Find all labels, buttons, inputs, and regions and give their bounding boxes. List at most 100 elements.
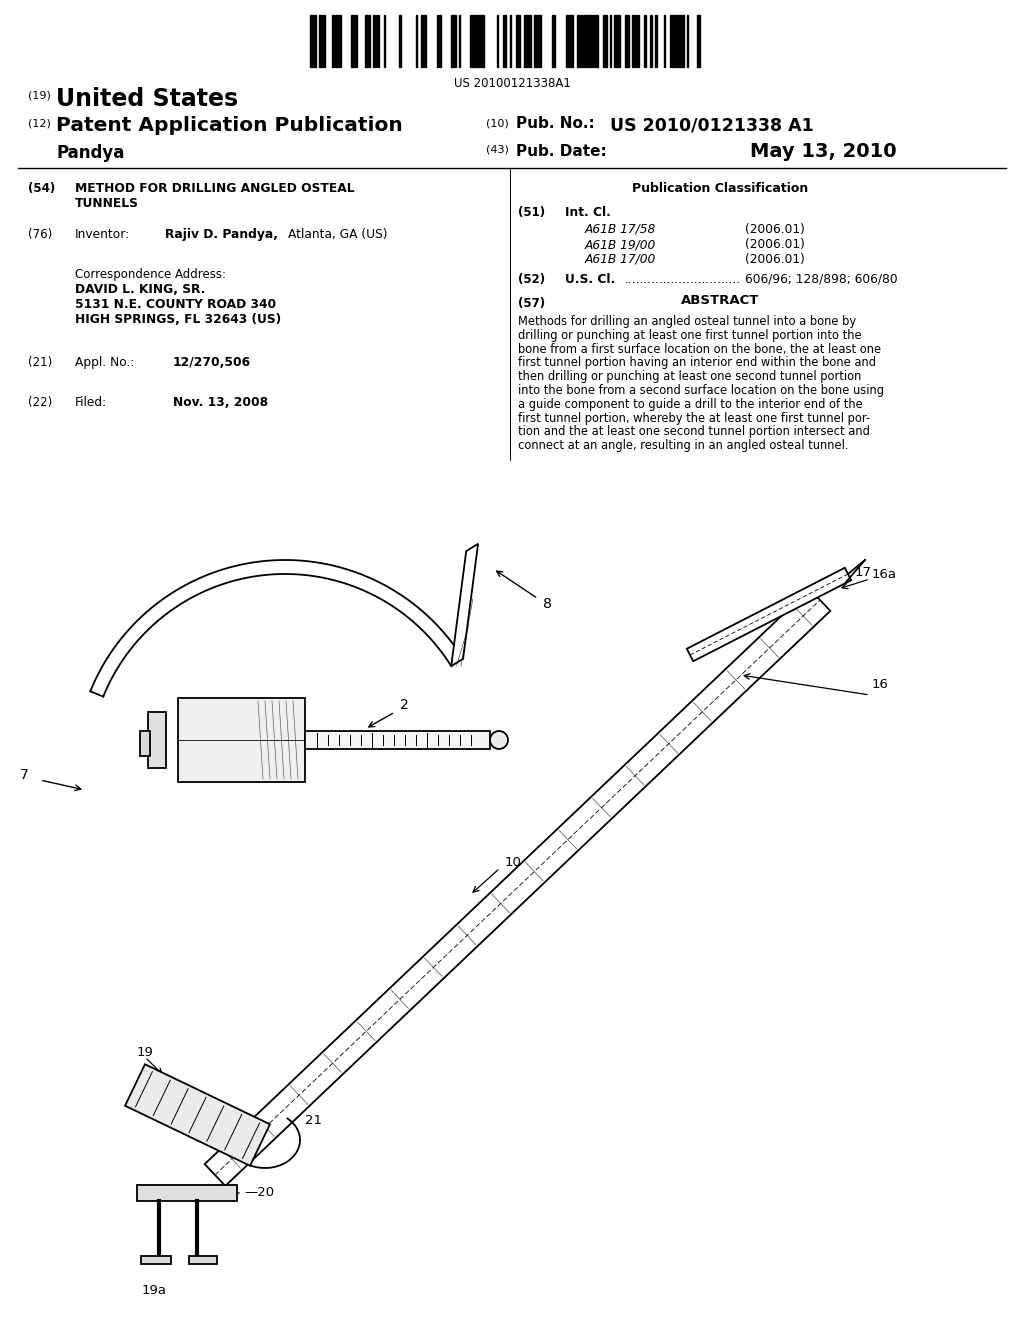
Bar — [421, 15, 423, 67]
Bar — [335, 15, 339, 67]
Text: —20: —20 — [244, 1187, 274, 1200]
Text: Publication Classification: Publication Classification — [632, 182, 808, 195]
Text: Nov. 13, 2008: Nov. 13, 2008 — [173, 396, 268, 409]
Bar — [586, 15, 590, 67]
Text: 5131 N.E. COUNTY ROAD 340: 5131 N.E. COUNTY ROAD 340 — [75, 298, 276, 312]
Text: then drilling or punching at least one second tunnel portion: then drilling or punching at least one s… — [518, 370, 861, 383]
Polygon shape — [452, 544, 478, 667]
Bar — [314, 15, 316, 67]
Bar — [595, 15, 598, 67]
Bar — [305, 731, 490, 748]
Text: Rajiv D. Pandya,: Rajiv D. Pandya, — [165, 228, 278, 242]
Text: 17: 17 — [855, 565, 872, 578]
Bar — [399, 15, 401, 67]
Text: 10: 10 — [505, 855, 522, 869]
Text: (19): (19) — [28, 90, 51, 100]
Bar — [625, 15, 629, 67]
Bar — [137, 1185, 237, 1201]
Text: A61B 19/00: A61B 19/00 — [585, 238, 656, 251]
Bar — [351, 15, 355, 67]
Text: (51): (51) — [518, 206, 545, 219]
Text: (12): (12) — [28, 119, 51, 129]
Bar — [189, 1257, 217, 1265]
Text: 8: 8 — [543, 597, 552, 611]
Bar — [583, 15, 585, 67]
Text: A61B 17/00: A61B 17/00 — [585, 253, 656, 267]
Text: bone from a first surface location on the bone, the at least one: bone from a first surface location on th… — [518, 343, 881, 355]
Text: 2: 2 — [400, 698, 409, 711]
Bar — [319, 15, 321, 67]
Text: (52): (52) — [518, 273, 545, 286]
Text: (57): (57) — [518, 297, 545, 310]
Text: (2006.01): (2006.01) — [745, 238, 805, 251]
Text: (22): (22) — [28, 396, 52, 409]
Text: Int. Cl.: Int. Cl. — [565, 206, 611, 219]
Text: Pub. Date:: Pub. Date: — [516, 144, 607, 158]
Text: Inventor:: Inventor: — [75, 228, 130, 242]
Text: (76): (76) — [28, 228, 52, 242]
Text: Pandya: Pandya — [56, 144, 124, 162]
Text: into the bone from a second surface location on the bone using: into the bone from a second surface loca… — [518, 384, 884, 397]
Text: (10): (10) — [486, 119, 509, 129]
Text: 21: 21 — [305, 1114, 322, 1126]
Bar — [148, 711, 166, 768]
Text: U.S. Cl.: U.S. Cl. — [565, 273, 615, 286]
Text: Filed:: Filed: — [75, 396, 108, 409]
Text: ABSTRACT: ABSTRACT — [681, 294, 759, 308]
Text: May 13, 2010: May 13, 2010 — [750, 143, 897, 161]
Text: METHOD FOR DRILLING ANGLED OSTEAL: METHOD FOR DRILLING ANGLED OSTEAL — [75, 182, 354, 195]
Text: Pub. No.:: Pub. No.: — [516, 116, 595, 131]
Bar — [310, 15, 313, 67]
Text: Appl. No.:: Appl. No.: — [75, 356, 134, 370]
Text: 16a: 16a — [872, 568, 897, 581]
Bar — [141, 1257, 171, 1265]
Text: (2006.01): (2006.01) — [745, 223, 805, 236]
Text: first tunnel portion having an interior end within the bone and: first tunnel portion having an interior … — [518, 356, 876, 370]
Polygon shape — [205, 589, 830, 1185]
Bar — [373, 15, 375, 67]
Bar — [516, 15, 520, 67]
Bar — [605, 15, 607, 67]
Bar — [681, 15, 684, 67]
Text: 606/96; 128/898; 606/80: 606/96; 128/898; 606/80 — [745, 273, 898, 286]
Text: TUNNELS: TUNNELS — [75, 197, 139, 210]
Text: HIGH SPRINGS, FL 32643 (US): HIGH SPRINGS, FL 32643 (US) — [75, 313, 282, 326]
Text: ..............................: .............................. — [625, 273, 741, 286]
Bar — [481, 15, 484, 67]
Bar — [439, 15, 441, 67]
Bar — [632, 15, 635, 67]
Polygon shape — [125, 1064, 270, 1166]
Text: Methods for drilling an angled osteal tunnel into a bone by: Methods for drilling an angled osteal tu… — [518, 315, 856, 327]
Text: tion and the at least one second tunnel portion intersect and: tion and the at least one second tunnel … — [518, 425, 869, 438]
Text: Correspondence Address:: Correspondence Address: — [75, 268, 226, 281]
Text: US 20100121338A1: US 20100121338A1 — [454, 77, 570, 90]
Polygon shape — [687, 568, 851, 661]
Text: connect at an angle, resulting in an angled osteal tunnel.: connect at an angle, resulting in an ang… — [518, 440, 849, 453]
Text: US 2010/0121338 A1: US 2010/0121338 A1 — [610, 116, 814, 135]
Bar — [503, 15, 506, 67]
Bar — [332, 15, 334, 67]
Bar — [538, 15, 541, 67]
Text: Atlanta, GA (US): Atlanta, GA (US) — [288, 228, 387, 242]
Text: first tunnel portion, whereby the at least one first tunnel por-: first tunnel portion, whereby the at lea… — [518, 412, 870, 425]
Text: (21): (21) — [28, 356, 52, 370]
Bar — [178, 698, 305, 781]
Bar — [569, 15, 573, 67]
Bar — [451, 15, 454, 67]
Bar — [475, 15, 478, 67]
Bar — [365, 15, 368, 67]
Bar — [650, 15, 652, 67]
Bar — [566, 15, 568, 67]
Text: 19: 19 — [137, 1047, 154, 1060]
Text: (2006.01): (2006.01) — [745, 253, 805, 267]
Bar — [672, 15, 676, 67]
Text: 12/270,506: 12/270,506 — [173, 356, 251, 370]
Bar — [472, 15, 474, 67]
Bar — [424, 15, 426, 67]
Text: 16: 16 — [872, 678, 889, 692]
Bar — [140, 731, 150, 756]
Bar — [580, 15, 582, 67]
Text: (54): (54) — [28, 182, 55, 195]
Text: United States: United States — [56, 87, 239, 111]
Text: DAVID L. KING, SR.: DAVID L. KING, SR. — [75, 282, 206, 296]
